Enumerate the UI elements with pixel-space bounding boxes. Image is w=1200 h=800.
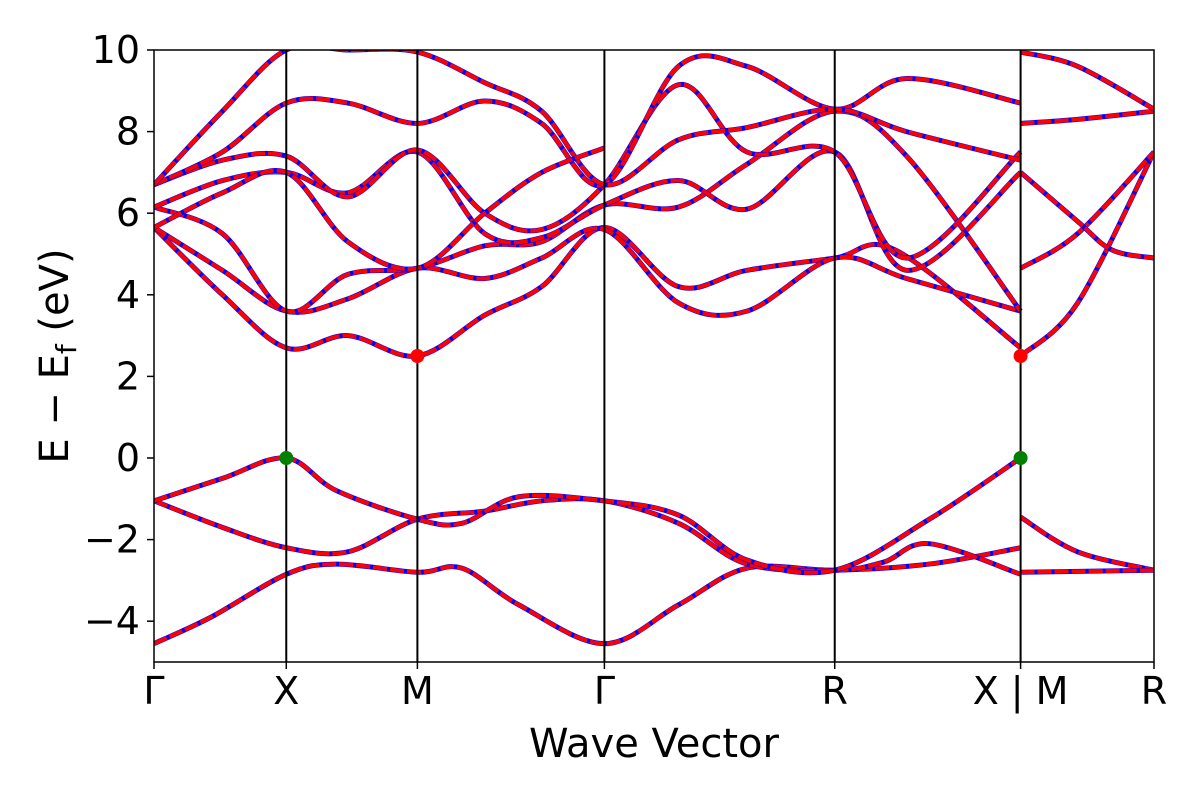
band-17-line-red	[1019, 515, 1154, 573]
x-axis-label: Wave Vector	[529, 721, 780, 767]
x-tick-label: X | M	[973, 669, 1069, 714]
y-axis-ticks: −4 −2 0 2 4 6 8 10	[84, 28, 154, 643]
x-tick-label: Γ	[143, 669, 164, 713]
vbm-2-marker	[1013, 451, 1028, 465]
y-tick-label: 0	[116, 436, 140, 480]
y-axis-label-unit: (eV)	[32, 248, 78, 344]
x-tick-label: R	[822, 669, 848, 713]
x-axis-ticks: Γ X M Γ R X | M R	[143, 662, 1167, 714]
band-12-line-red	[1019, 151, 1154, 358]
vbm-1-marker	[279, 451, 294, 465]
y-axis-label: E − Ef (eV)	[32, 248, 83, 463]
x-tick-label: Γ	[594, 669, 615, 713]
y-tick-label: 8	[116, 110, 140, 154]
band-15-line-red	[1020, 109, 1154, 126]
band-16-line-red	[1020, 50, 1154, 111]
x-tick-label: R	[1141, 669, 1167, 713]
band-8-line-red	[154, 82, 1022, 261]
y-tick-label: 4	[116, 273, 140, 317]
y-tick-label: 10	[92, 28, 140, 72]
cbm-2-marker	[1013, 349, 1028, 363]
plot-frame	[153, 49, 1155, 663]
y-tick-label: 6	[116, 191, 140, 235]
x-tick-label: X	[273, 669, 299, 713]
band-13-line-red	[1019, 150, 1154, 271]
y-axis-label-sub: f	[50, 343, 83, 354]
band-14-line-red	[1019, 170, 1154, 261]
cbm-1-marker	[410, 349, 425, 363]
y-tick-label: 2	[116, 354, 140, 398]
y-axis-label-main: E − E	[32, 354, 78, 464]
x-tick-label: M	[401, 669, 434, 713]
extrema-markers	[279, 349, 1028, 465]
y-tick-label: −4	[84, 599, 140, 643]
y-tick-label: −2	[84, 518, 140, 562]
band-18-line-red	[1020, 568, 1154, 575]
band-11-line-red	[154, 146, 606, 272]
